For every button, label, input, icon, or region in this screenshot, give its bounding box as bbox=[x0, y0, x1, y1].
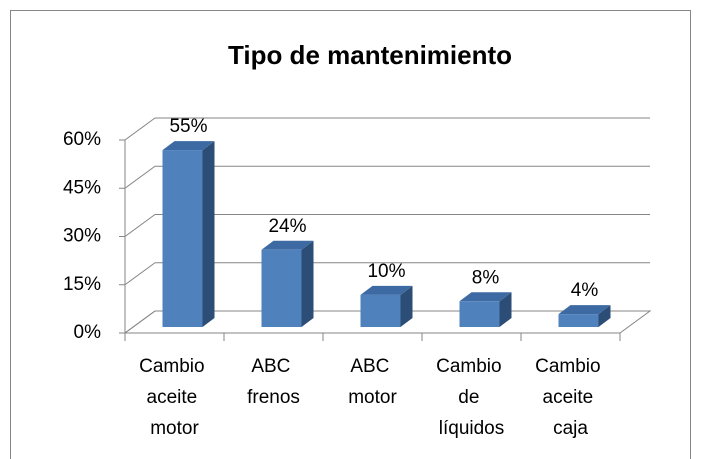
bar-top bbox=[162, 141, 215, 151]
value-label: 10% bbox=[367, 261, 405, 282]
bar-top bbox=[261, 240, 314, 250]
bar-top bbox=[459, 292, 512, 302]
x-tick-label: Cambio aceite motor bbox=[139, 356, 210, 439]
bar bbox=[459, 292, 512, 327]
bar-front bbox=[162, 150, 203, 327]
value-label: 24% bbox=[268, 216, 306, 237]
bar bbox=[360, 285, 413, 327]
bar bbox=[261, 240, 314, 327]
grid-line bbox=[124, 214, 650, 237]
bar-side bbox=[598, 305, 611, 327]
grid-line bbox=[124, 165, 650, 189]
bar-side bbox=[202, 141, 215, 327]
grid-line bbox=[124, 117, 650, 141]
bar-side bbox=[499, 292, 512, 327]
y-tick-label: 60% bbox=[63, 129, 101, 150]
value-label: 4% bbox=[571, 280, 599, 301]
x-tick-label: ABC frenos bbox=[247, 356, 300, 408]
chart-title: Tipo de mantenimiento bbox=[228, 40, 512, 70]
y-tick-label: 30% bbox=[63, 226, 101, 247]
bar-side bbox=[301, 240, 314, 327]
bar-front bbox=[261, 249, 302, 327]
bar-front bbox=[459, 301, 500, 327]
bar-front bbox=[360, 294, 401, 327]
bar-front bbox=[558, 314, 599, 327]
grid-line bbox=[124, 262, 650, 286]
x-tick-label: Cambio aceite caja bbox=[535, 356, 606, 439]
chart-border bbox=[10, 10, 691, 459]
value-label: 55% bbox=[169, 116, 207, 137]
x-tick-label: ABC motor bbox=[348, 356, 397, 408]
bar-top bbox=[558, 305, 611, 315]
value-label: 8% bbox=[472, 267, 500, 288]
bar bbox=[558, 305, 611, 327]
bar-top bbox=[360, 285, 413, 295]
y-tick-label: 15% bbox=[63, 274, 101, 295]
x-tick-label: Cambio de líquidos bbox=[436, 356, 507, 439]
bar bbox=[162, 141, 215, 327]
bar-side bbox=[400, 285, 413, 327]
y-tick-label: 45% bbox=[63, 177, 101, 198]
y-tick-label: 0% bbox=[74, 322, 102, 343]
